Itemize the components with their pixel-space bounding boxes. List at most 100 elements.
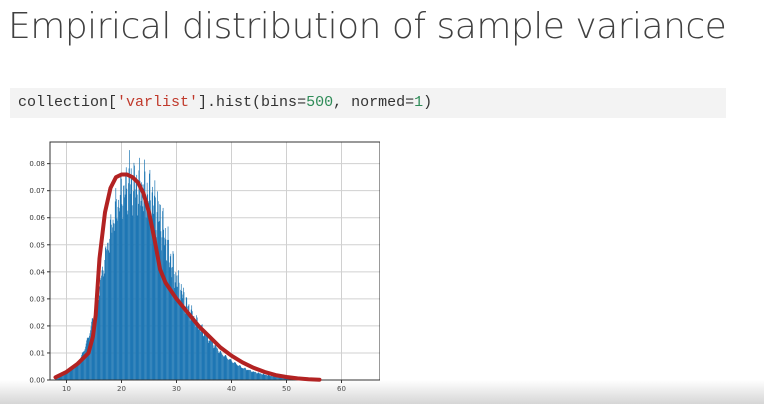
histogram-bar bbox=[70, 369, 72, 380]
histogram-bar bbox=[177, 275, 179, 380]
histogram-bar bbox=[208, 342, 210, 380]
histogram-bar bbox=[127, 210, 129, 380]
histogram-bar bbox=[144, 159, 145, 380]
histogram-bar bbox=[273, 376, 275, 380]
histogram-bar bbox=[98, 295, 100, 380]
code-string-arg: 'varlist' bbox=[117, 94, 199, 111]
y-tick-label: 0.02 bbox=[29, 322, 45, 330]
histogram-bar bbox=[100, 279, 101, 380]
histogram-bar bbox=[231, 361, 233, 380]
histogram-bar bbox=[131, 176, 133, 380]
histogram-bar bbox=[143, 184, 145, 380]
y-tick-label: 0.08 bbox=[29, 160, 45, 168]
histogram-bar bbox=[232, 362, 233, 380]
histogram-bar bbox=[139, 180, 141, 380]
histogram-bar bbox=[119, 211, 120, 380]
histogram-bar bbox=[282, 377, 283, 380]
histogram-bar bbox=[74, 366, 75, 380]
x-tick-label: 60 bbox=[337, 385, 346, 393]
histogram-bar bbox=[190, 318, 191, 380]
histogram-bar bbox=[70, 369, 72, 380]
histogram-bar bbox=[59, 375, 61, 380]
histogram-bar bbox=[79, 361, 80, 380]
histogram-bar bbox=[186, 297, 188, 380]
histogram-bar bbox=[72, 366, 74, 380]
histogram-bar bbox=[93, 320, 95, 380]
histogram-bar bbox=[157, 201, 159, 380]
histogram-bar bbox=[132, 215, 134, 380]
histogram-bar bbox=[207, 340, 209, 380]
histogram-bar bbox=[85, 343, 87, 380]
histogram-bar bbox=[69, 369, 70, 380]
histogram-bar bbox=[222, 354, 223, 380]
histogram-bar bbox=[67, 370, 68, 380]
histogram-bar bbox=[124, 197, 125, 380]
histogram-bar bbox=[82, 352, 84, 380]
histogram-bar bbox=[122, 205, 124, 380]
histogram-bar bbox=[248, 369, 249, 380]
histogram-bar bbox=[197, 329, 199, 380]
histogram-bar bbox=[109, 238, 111, 380]
histogram-bar bbox=[205, 335, 207, 380]
histogram-bar bbox=[184, 313, 186, 380]
histogram-bar bbox=[170, 253, 172, 380]
code-middle: ].hist(bins= bbox=[198, 94, 307, 111]
histogram-bar bbox=[106, 249, 108, 380]
histogram-bar bbox=[244, 367, 245, 380]
histogram-bar bbox=[131, 205, 133, 380]
histogram-bar bbox=[115, 188, 117, 380]
histogram-bar bbox=[80, 358, 81, 380]
histogram-bar bbox=[196, 315, 197, 380]
histogram-bar bbox=[108, 250, 109, 380]
histogram-bar bbox=[249, 369, 251, 380]
histogram-chart: 10 20 30 40 50 60 0.00 0.01 0.02 0.03 0.04 0.05 0.06… bbox=[20, 136, 381, 396]
histogram-bar bbox=[166, 260, 167, 380]
histogram-bar bbox=[188, 304, 190, 380]
histogram-bar bbox=[265, 374, 266, 380]
histogram-bar bbox=[274, 377, 276, 380]
histogram-bar bbox=[216, 347, 218, 380]
histogram-bar bbox=[239, 365, 240, 380]
histogram-bar bbox=[133, 162, 135, 380]
histogram-bar bbox=[128, 168, 130, 380]
y-tick-label: 0.01 bbox=[29, 349, 45, 357]
histogram-bar bbox=[181, 290, 183, 380]
histogram-bar bbox=[140, 201, 142, 380]
histogram-bar bbox=[155, 230, 157, 380]
y-tick-label: 0.04 bbox=[29, 268, 45, 276]
histogram-bar bbox=[245, 368, 246, 380]
histogram-bar bbox=[267, 374, 269, 380]
histogram-bar bbox=[251, 372, 252, 380]
histogram-bar bbox=[242, 368, 244, 380]
histogram-bar bbox=[282, 377, 284, 380]
histogram-bar bbox=[212, 341, 213, 380]
histogram-bar bbox=[155, 197, 156, 380]
y-tick-label: 0.05 bbox=[29, 241, 45, 249]
histogram-bar bbox=[72, 366, 73, 380]
histogram-bar bbox=[220, 351, 222, 380]
histogram-bar bbox=[250, 370, 251, 380]
histogram-bar bbox=[134, 189, 136, 380]
histogram-bar bbox=[68, 370, 69, 380]
histogram-bar bbox=[75, 365, 76, 380]
histogram-bar bbox=[101, 275, 102, 380]
histogram-bar bbox=[114, 223, 116, 380]
histogram-bar bbox=[259, 373, 260, 380]
histogram-bar bbox=[122, 218, 123, 380]
histogram-bar bbox=[261, 374, 263, 380]
histogram-bar bbox=[278, 376, 280, 380]
histogram-bar bbox=[260, 373, 262, 380]
histogram-bar bbox=[111, 224, 112, 380]
histogram-bar bbox=[78, 361, 80, 380]
histogram-bar bbox=[59, 375, 61, 380]
histogram-bar bbox=[271, 376, 273, 380]
histogram-bar bbox=[193, 316, 195, 380]
histogram-bar bbox=[73, 366, 75, 380]
histogram-bar bbox=[276, 376, 278, 380]
histogram-bar bbox=[204, 333, 205, 380]
histogram-bar bbox=[147, 211, 149, 380]
histogram-bar bbox=[249, 370, 250, 380]
histogram-bar bbox=[202, 335, 204, 380]
histogram-bar bbox=[117, 220, 118, 380]
histogram-bar bbox=[243, 368, 244, 380]
